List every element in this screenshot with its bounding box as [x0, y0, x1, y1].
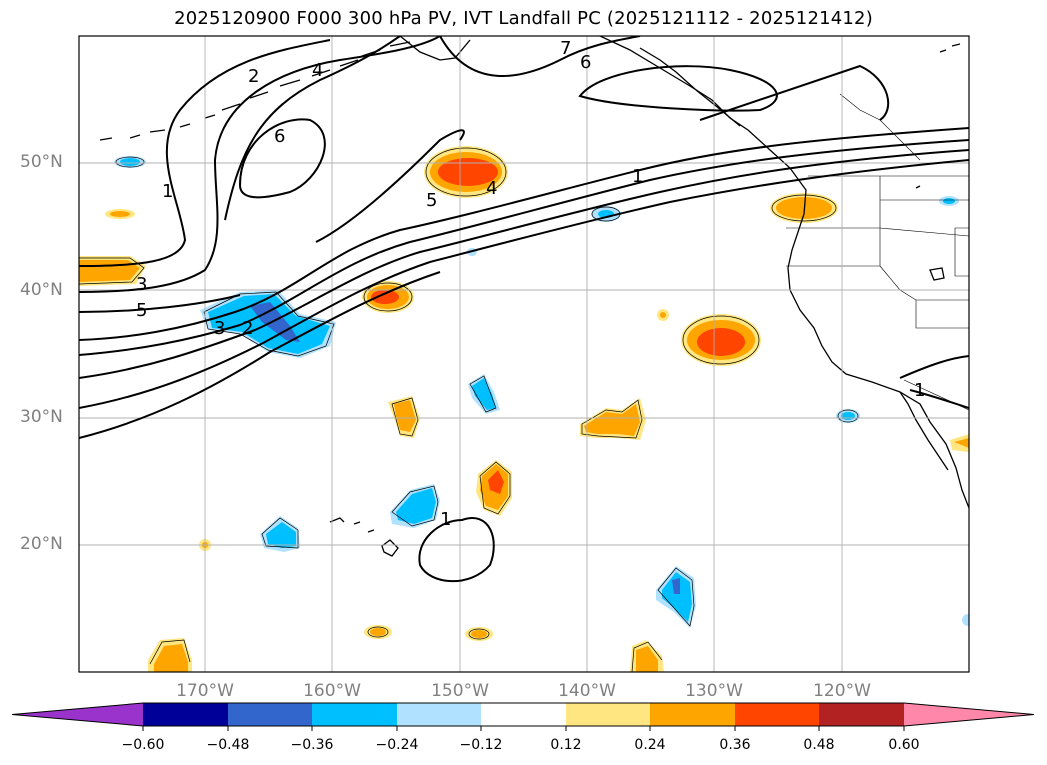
contour-label: 1 [440, 509, 451, 530]
positive-anomaly [370, 628, 386, 636]
colorbar-tick-label: −0.60 [121, 737, 165, 753]
colorbar-tick-label: 0.12 [550, 737, 582, 753]
contour-label: 2 [248, 66, 259, 87]
pv-contour-11 [315, 129, 465, 243]
lon-label-120w: 120°W [813, 681, 871, 701]
lat-label-30n: 30°N [20, 407, 63, 427]
colorbar-tick-label: −0.48 [206, 737, 250, 753]
graticule [79, 36, 969, 672]
political-borders [786, 93, 969, 411]
positive-anomaly [584, 404, 640, 436]
contour-label: 5 [136, 300, 147, 321]
pv-contour-1 [79, 127, 969, 341]
pv-contour-16 [899, 355, 969, 379]
positive-anomaly [154, 644, 188, 672]
contour-label: 3 [214, 318, 225, 339]
colorbar-tick-label: 0.48 [803, 737, 835, 753]
positive-anomaly [954, 438, 969, 448]
negative-anomaly [120, 158, 140, 166]
contour-labels: 2 4 6 1 7 6 1 5 4 3 5 3 2 1 1 [136, 38, 925, 530]
positive-anomaly [488, 470, 504, 494]
pv-contour-4 [79, 159, 969, 409]
colorbar [11, 702, 1035, 731]
contour-label: 6 [274, 126, 285, 147]
positive-anomaly [660, 312, 666, 318]
contour-label: 1 [632, 166, 643, 187]
contour-label: 4 [312, 60, 323, 81]
positive-anomaly [471, 630, 487, 638]
pv-contour-10 [238, 118, 326, 199]
lat-label-50n: 50°N [20, 152, 63, 172]
colorbar-extend-max [904, 703, 1034, 726]
contour-label: 3 [136, 274, 147, 295]
map-title: 2025120900 F000 300 hPa PV, IVT Landfall… [174, 8, 873, 29]
positive-anomaly [697, 328, 745, 356]
negative-anomaly [396, 488, 436, 524]
negative-anomaly [662, 572, 692, 622]
contour-label: 1 [162, 181, 173, 202]
positive-anomaly [371, 290, 399, 304]
colorbar-tick-label: −0.24 [375, 737, 419, 753]
positive-anomaly [438, 158, 498, 186]
colorbar-tick-label: −0.36 [290, 737, 334, 753]
lat-label-40n: 40°N [20, 280, 63, 300]
colorbar-tick-label: 0.60 [888, 737, 920, 753]
pv-contour-3 [79, 149, 969, 379]
colorbar-extend-min [12, 703, 143, 726]
contour-label: 1 [914, 380, 925, 401]
negative-anomaly [943, 198, 955, 204]
pv-contour-17 [909, 389, 969, 409]
positive-anomaly [636, 646, 658, 672]
lat-label-20n: 20°N [20, 534, 63, 554]
negative-anomaly [250, 302, 300, 342]
colorbar-segment [566, 703, 650, 726]
positive-anomaly [394, 400, 416, 432]
pv-contour-12 [439, 36, 641, 77]
pv-contour-15 [418, 517, 495, 583]
colorbar-tick-label: 0.36 [719, 737, 751, 753]
plot-frame [78, 35, 970, 673]
contour-label: 7 [560, 38, 571, 59]
colorbar-segment [650, 703, 735, 726]
negative-anomaly [841, 412, 855, 420]
contour-label: 4 [486, 178, 497, 199]
negative-anomaly [472, 378, 496, 410]
positive-anomaly [110, 211, 130, 217]
pv-contour-2 [79, 139, 969, 356]
pv-contour-8 [79, 39, 331, 267]
negative-anomaly [672, 578, 680, 594]
colorbar-segment [819, 703, 904, 726]
colorbar-tick-label: 0.24 [634, 737, 666, 753]
contour-label: 5 [426, 190, 437, 211]
lon-label-160w: 160°W [303, 681, 361, 701]
colorbar-segment [228, 703, 312, 726]
pv-contours [79, 36, 969, 583]
coastlines [99, 36, 969, 557]
map-plot-area [79, 36, 969, 672]
lon-label-170w: 170°W [176, 681, 234, 701]
colorbar-segment [735, 703, 819, 726]
pv-contour-6 [79, 294, 241, 313]
colorbar-segment [143, 703, 228, 726]
pv-contour-13 [578, 65, 778, 112]
negative-anomaly [266, 522, 296, 548]
contour-label: 2 [242, 318, 253, 339]
colorbar-tick-label: −0.12 [459, 737, 503, 753]
lon-label-140w: 140°W [558, 681, 616, 701]
negative-anomaly [962, 614, 969, 626]
pv-contour-9 [224, 36, 401, 221]
colorbar-segment [312, 703, 397, 726]
lon-label-130w: 130°W [685, 681, 743, 701]
lon-label-150w: 150°W [431, 681, 489, 701]
colorbar-segment [397, 703, 481, 726]
colorbar-segment [481, 703, 566, 726]
pv-contour-5 [79, 271, 441, 439]
contour-label: 6 [580, 52, 591, 73]
pv-contour-14 [699, 64, 890, 121]
